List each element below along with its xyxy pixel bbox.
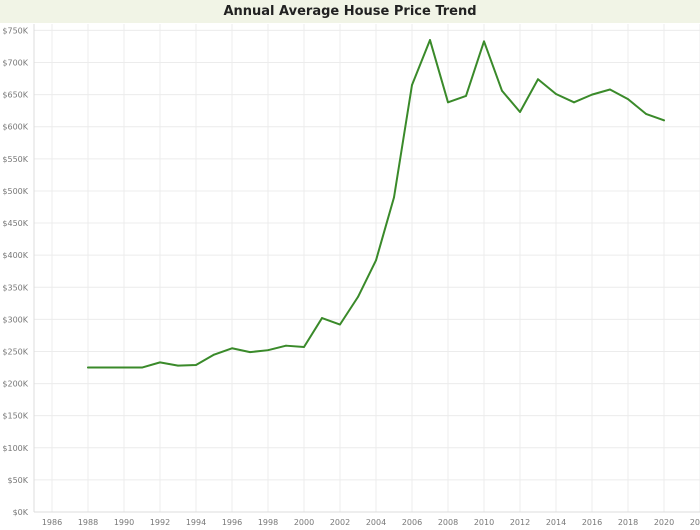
y-tick-label: $250K	[2, 347, 28, 356]
data-point	[465, 95, 467, 97]
data-point	[141, 366, 143, 369]
x-tick-label: 1992	[150, 518, 170, 527]
x-tick-label: 1990	[114, 518, 134, 527]
x-tick-label: 2008	[438, 518, 458, 527]
y-tick-label: $300K	[2, 315, 28, 324]
data-point	[501, 89, 503, 92]
data-point	[267, 349, 269, 352]
y-tick-label: $750K	[2, 26, 28, 35]
x-tick-label: 2000	[294, 518, 314, 527]
data-point	[159, 361, 161, 364]
data-point	[195, 364, 197, 366]
y-tick-label: $400K	[2, 251, 28, 260]
x-tick-label: 2022	[690, 518, 700, 527]
data-point	[627, 98, 629, 101]
data-point	[393, 196, 395, 199]
y-tick-label: $0K	[13, 508, 29, 517]
y-tick-label: $100K	[2, 444, 28, 453]
y-tick-label: $550K	[2, 155, 28, 164]
data-point	[213, 353, 215, 356]
x-tick-label: 2010	[474, 518, 494, 527]
x-tick-label: 2004	[366, 518, 386, 527]
chart-title-bar: Annual Average House Price Trend	[0, 0, 700, 23]
data-point	[483, 40, 485, 43]
data-point	[447, 101, 449, 104]
data-point	[231, 347, 233, 350]
y-tick-label: $350K	[2, 283, 28, 292]
axis-layer: $0K $50K $100K $150K $200K $250K $300K $350K $40…	[2, 24, 700, 527]
x-tick-label: 1998	[258, 518, 278, 527]
x-tick-label: 2002	[330, 518, 350, 527]
data-point	[285, 344, 287, 347]
data-point	[555, 93, 557, 95]
y-tick-label: $500K	[2, 187, 28, 196]
data-point	[663, 119, 665, 122]
data-point	[411, 84, 413, 86]
y-tick-label: $700K	[2, 59, 28, 68]
x-tick-label: 1994	[186, 518, 206, 527]
data-point	[87, 366, 89, 369]
grid-layer	[34, 24, 700, 513]
x-tick-label: 2016	[582, 518, 602, 527]
data-point	[123, 366, 125, 369]
data-point	[591, 93, 593, 96]
data-point	[321, 317, 323, 319]
y-tick-label: $200K	[2, 380, 28, 389]
data-point	[645, 112, 647, 115]
x-tick-label: 2012	[510, 518, 530, 527]
data-point	[429, 39, 431, 41]
x-tick-label: 2018	[618, 518, 638, 527]
y-tick-label: $650K	[2, 91, 28, 100]
y-tick-label: $450K	[2, 219, 28, 228]
x-tick-label: 2020	[654, 518, 674, 527]
data-point	[573, 101, 575, 104]
x-tick-label: 1988	[78, 518, 98, 527]
data-point	[537, 78, 539, 81]
y-tick-label: $150K	[2, 412, 28, 421]
data-point	[177, 364, 179, 367]
x-tick-label: 2006	[402, 518, 422, 527]
data-point	[303, 346, 305, 348]
data-point	[357, 295, 359, 298]
data-point	[105, 366, 107, 369]
chart-title: Annual Average House Price Trend	[223, 4, 477, 19]
data-point	[519, 111, 521, 113]
y-tick-label: $600K	[2, 123, 28, 132]
x-tick-label: 1986	[42, 518, 62, 527]
data-point	[375, 259, 377, 262]
x-tick-label: 2014	[546, 518, 566, 527]
data-point	[249, 351, 251, 354]
data-point	[339, 323, 341, 326]
x-tick-label: 1996	[222, 518, 242, 527]
data-point	[609, 88, 611, 91]
y-tick-label: $50K	[7, 476, 28, 485]
series-layer	[87, 39, 665, 369]
